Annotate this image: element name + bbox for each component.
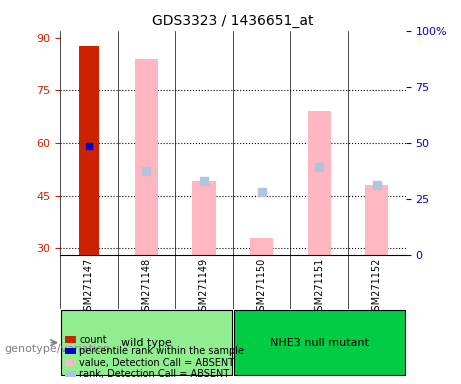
Bar — [193, 182, 216, 255]
Text: rank, Detection Call = ABSENT: rank, Detection Call = ABSENT — [79, 369, 230, 379]
FancyBboxPatch shape — [234, 310, 405, 375]
Text: GSM271151: GSM271151 — [314, 258, 324, 317]
FancyBboxPatch shape — [61, 310, 231, 375]
Text: count: count — [79, 335, 107, 345]
Text: wild type: wild type — [121, 338, 172, 348]
Text: GSM271148: GSM271148 — [142, 258, 151, 317]
Text: NHE3 null mutant: NHE3 null mutant — [270, 338, 369, 348]
Bar — [135, 59, 158, 255]
Bar — [79, 46, 99, 255]
Title: GDS3323 / 1436651_at: GDS3323 / 1436651_at — [152, 14, 313, 28]
Text: percentile rank within the sample: percentile rank within the sample — [79, 346, 244, 356]
Text: GSM271152: GSM271152 — [372, 258, 382, 317]
Bar — [365, 185, 388, 255]
Text: GSM271149: GSM271149 — [199, 258, 209, 317]
Bar — [250, 238, 273, 255]
Text: GSM271150: GSM271150 — [257, 258, 266, 317]
Text: value, Detection Call = ABSENT: value, Detection Call = ABSENT — [79, 358, 234, 368]
Text: GSM271147: GSM271147 — [84, 258, 94, 317]
Bar — [308, 111, 331, 255]
Text: genotype/variation: genotype/variation — [5, 344, 111, 354]
